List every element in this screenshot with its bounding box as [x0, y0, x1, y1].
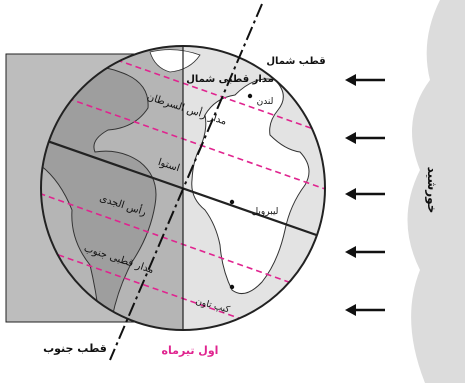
americas-landmass	[41, 67, 157, 323]
london-label: لندن	[257, 97, 274, 107]
equator-line	[41, 133, 325, 247]
sun-rays	[345, 74, 385, 316]
antarctic-circle-line	[41, 244, 325, 330]
libreville-marker	[229, 199, 235, 205]
date-label: اول تیرماه	[162, 344, 219, 357]
libreville-label: لیبرویل	[252, 207, 279, 217]
sun-label: خورشید	[424, 167, 439, 214]
sun-ray-arrow	[345, 188, 385, 200]
earth-axis	[109, 3, 263, 361]
north-pole-label: قطب شمال	[266, 56, 325, 67]
tropic-capricorn-line	[41, 189, 325, 303]
cape-town-marker	[229, 284, 235, 290]
arctic-circle-label: مدار قطبی شمال	[186, 74, 274, 85]
greenland-landmass	[149, 49, 201, 73]
sun-ray-arrow	[345, 132, 385, 144]
sun-shape	[407, 0, 465, 383]
sun-ray-arrow	[345, 304, 385, 316]
tropic-cancer-line	[41, 84, 325, 197]
sun-ray-arrow	[345, 74, 385, 86]
south-pole-label: قطب جنوب	[43, 342, 107, 355]
london-marker	[247, 93, 253, 99]
sun-ray-arrow	[345, 246, 385, 258]
africa-europe-landmass	[191, 78, 310, 295]
